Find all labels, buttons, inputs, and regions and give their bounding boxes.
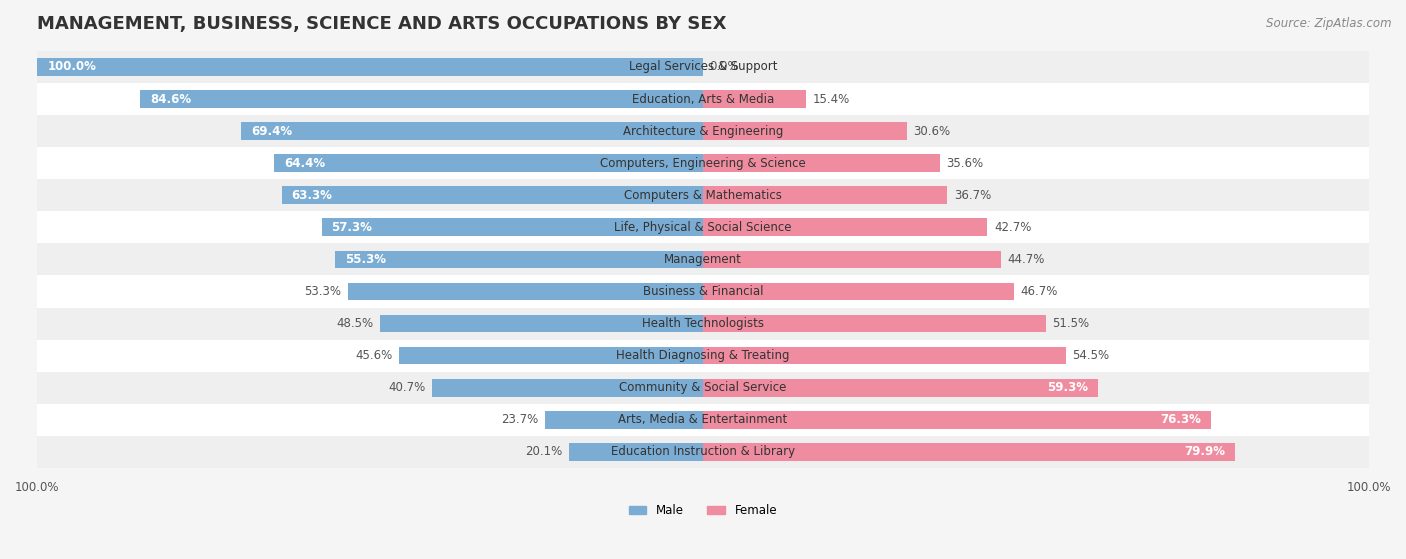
Text: MANAGEMENT, BUSINESS, SCIENCE AND ARTS OCCUPATIONS BY SEX: MANAGEMENT, BUSINESS, SCIENCE AND ARTS O… — [37, 15, 727, 33]
Bar — [37, 51, 1369, 83]
Text: 79.9%: 79.9% — [1184, 446, 1225, 458]
Bar — [432, 379, 703, 396]
Text: 53.3%: 53.3% — [305, 285, 342, 298]
Text: Architecture & Engineering: Architecture & Engineering — [623, 125, 783, 138]
Bar — [703, 90, 806, 108]
Bar — [399, 347, 703, 364]
Text: Computers & Mathematics: Computers & Mathematics — [624, 189, 782, 202]
Bar — [703, 283, 1014, 300]
Text: 30.6%: 30.6% — [914, 125, 950, 138]
Text: Health Diagnosing & Treating: Health Diagnosing & Treating — [616, 349, 790, 362]
Bar — [322, 219, 703, 236]
Text: Life, Physical & Social Science: Life, Physical & Social Science — [614, 221, 792, 234]
Text: Community & Social Service: Community & Social Service — [619, 381, 787, 394]
Bar — [37, 276, 1369, 307]
Text: Legal Services & Support: Legal Services & Support — [628, 60, 778, 73]
Legend: Male, Female: Male, Female — [624, 500, 782, 522]
Bar — [349, 283, 703, 300]
Text: Health Technologists: Health Technologists — [643, 317, 763, 330]
Bar — [37, 115, 1369, 147]
Bar — [703, 250, 1001, 268]
Bar — [703, 315, 1046, 333]
Text: 44.7%: 44.7% — [1007, 253, 1045, 266]
Bar — [37, 307, 1369, 339]
Text: 46.7%: 46.7% — [1021, 285, 1057, 298]
Text: 23.7%: 23.7% — [502, 413, 538, 427]
Bar — [703, 186, 948, 204]
Bar — [37, 404, 1369, 436]
Bar — [37, 83, 1369, 115]
Bar — [703, 219, 987, 236]
Text: 63.3%: 63.3% — [291, 189, 332, 202]
Text: 59.3%: 59.3% — [1047, 381, 1088, 394]
Bar — [37, 51, 1369, 83]
Text: Business & Financial: Business & Financial — [643, 285, 763, 298]
Text: Management: Management — [664, 253, 742, 266]
Text: Education, Arts & Media: Education, Arts & Media — [631, 93, 775, 106]
Bar — [569, 443, 703, 461]
Bar — [703, 154, 941, 172]
Text: 51.5%: 51.5% — [1053, 317, 1090, 330]
Text: Arts, Media & Entertainment: Arts, Media & Entertainment — [619, 413, 787, 427]
Text: 100.0%: 100.0% — [48, 60, 96, 73]
Text: 64.4%: 64.4% — [284, 157, 325, 170]
Bar — [37, 147, 1369, 179]
Bar — [703, 379, 1098, 396]
Bar — [274, 154, 703, 172]
Bar — [37, 243, 1369, 276]
Text: 55.3%: 55.3% — [344, 253, 385, 266]
Bar — [37, 243, 1369, 276]
Bar — [37, 179, 1369, 211]
Bar — [37, 436, 1369, 468]
Bar — [37, 372, 1369, 404]
Bar — [335, 250, 703, 268]
Bar — [380, 315, 703, 333]
Bar — [281, 186, 703, 204]
Bar — [139, 90, 703, 108]
Text: 57.3%: 57.3% — [332, 221, 373, 234]
Bar — [37, 339, 1369, 372]
Text: 48.5%: 48.5% — [336, 317, 374, 330]
Bar — [703, 122, 907, 140]
Text: 42.7%: 42.7% — [994, 221, 1032, 234]
Text: 76.3%: 76.3% — [1160, 413, 1201, 427]
Text: 35.6%: 35.6% — [946, 157, 984, 170]
Text: 0.0%: 0.0% — [710, 60, 740, 73]
Bar — [37, 115, 1369, 147]
Bar — [703, 347, 1066, 364]
Text: 45.6%: 45.6% — [356, 349, 392, 362]
Bar — [240, 122, 703, 140]
Bar — [546, 411, 703, 429]
Bar — [37, 307, 1369, 339]
Bar — [703, 443, 1234, 461]
Text: 20.1%: 20.1% — [526, 446, 562, 458]
Text: Source: ZipAtlas.com: Source: ZipAtlas.com — [1267, 17, 1392, 30]
Bar — [37, 179, 1369, 211]
Text: Education Instruction & Library: Education Instruction & Library — [612, 446, 794, 458]
Text: 15.4%: 15.4% — [813, 93, 849, 106]
Bar — [37, 372, 1369, 404]
Bar — [37, 436, 1369, 468]
Text: 54.5%: 54.5% — [1073, 349, 1109, 362]
Bar — [37, 211, 1369, 243]
Text: 40.7%: 40.7% — [388, 381, 426, 394]
Text: 69.4%: 69.4% — [250, 125, 292, 138]
Bar — [703, 411, 1211, 429]
Text: Computers, Engineering & Science: Computers, Engineering & Science — [600, 157, 806, 170]
Text: 36.7%: 36.7% — [955, 189, 991, 202]
Text: 84.6%: 84.6% — [150, 93, 191, 106]
Bar — [37, 58, 703, 76]
